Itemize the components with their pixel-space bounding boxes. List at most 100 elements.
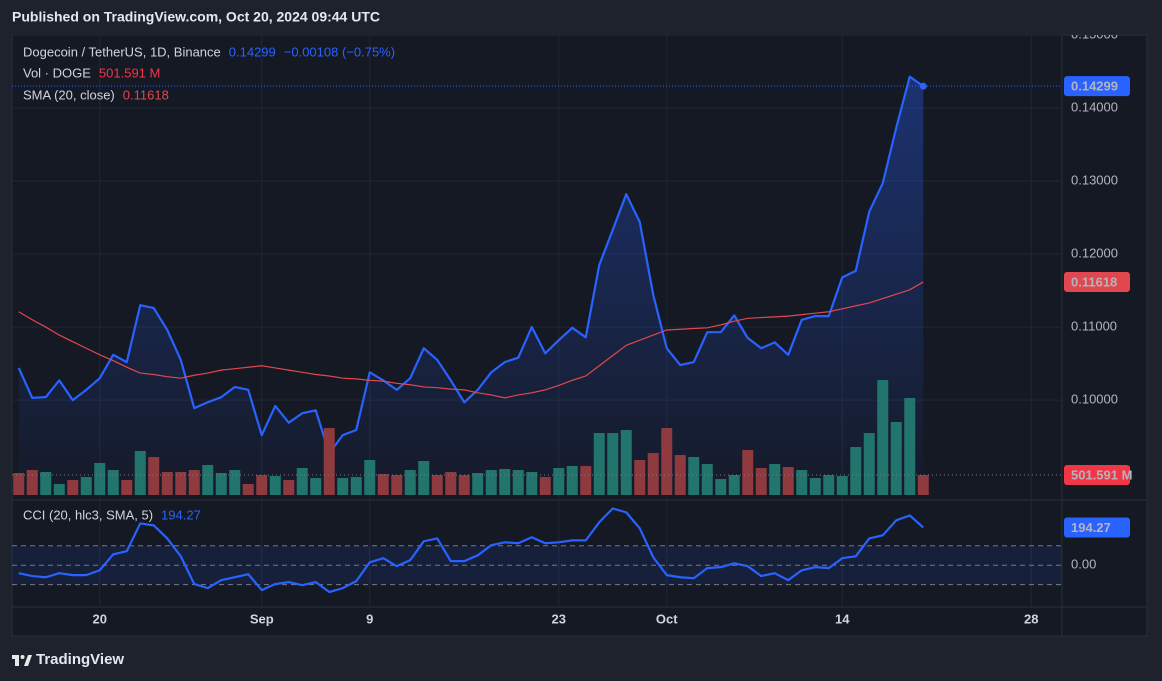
volume-bar [580,466,592,495]
volume-bar [715,479,727,495]
volume-bar [148,457,160,495]
price-plot [12,75,1062,496]
x-tick-label: 9 [366,611,373,626]
volume-bar [877,380,889,495]
published-header: Published on TradingView.com, Oct 20, 20… [12,9,380,25]
volume-badge [1064,465,1130,486]
last-value-badge-text: 0.14299 [1071,79,1118,94]
volume-bar [26,470,38,495]
volume-bar [526,472,538,495]
last-value-badge-text: 0.11618 [1071,274,1117,289]
volume-bar [337,478,349,495]
volume-bar [256,474,268,495]
volume-bar [485,470,497,495]
series-line [18,281,924,399]
volume-bar [499,469,511,495]
volume-bar [661,428,673,495]
value-axis: 0.15000 0.14000 0.13000 0.12000 0.11000 0.100… [1071,35,1118,407]
volume-bar [67,480,79,495]
volume-bar [823,474,835,495]
y-tick-label: 0.00 [1071,557,1096,572]
legend-name: Dogecoin / TetherUS, 1D, Binance [23,44,221,59]
volume-bar [431,474,443,495]
volume-bar [202,465,214,495]
volume-bar [796,470,808,495]
legend-name: CCI (20, hlc3, SMA, 5) [23,507,153,522]
volume-bar [809,478,821,495]
volume-bar [364,460,376,495]
volume-bar [269,475,281,495]
volume-bar [404,470,416,495]
volume-bar [121,480,133,495]
x-tick-label: 20 [93,611,107,626]
volume-bar [904,398,916,495]
volume-bar [13,472,25,495]
volume-bar [134,450,146,495]
volume-bar [80,477,92,495]
volume-bar [472,472,484,495]
volume-bar [161,472,173,495]
x-tick-label: 28 [1024,611,1038,626]
volume-bar [593,433,605,495]
x-tick-label: 23 [552,611,566,626]
legend-value: 0.14299 [229,44,276,59]
series-line [17,75,924,455]
price-area [18,76,924,496]
volume-bar [539,477,551,495]
x-tick-label: Sep [250,611,274,626]
volume-bar [242,483,254,495]
volume-bar [391,474,403,495]
last-value-badge [1064,76,1130,97]
volume-bar [782,467,794,495]
y-tick-label: 0.11000 [1071,319,1117,334]
volume-bar [53,483,65,495]
volume-bar [553,468,565,495]
y-tick-label: 0.10000 [1071,392,1118,407]
legend-name: SMA (20, close) [23,87,115,102]
volume-bar [607,433,619,495]
last-value-badge [1064,517,1130,538]
volume-bar [863,433,875,495]
volume-bar [215,472,227,495]
legend-value: 0.11618 [123,87,169,102]
legend-name: Vol · DOGE [23,65,91,80]
y-tick-label: 0.12000 [1071,245,1118,260]
volume-bar [377,473,389,495]
volume-bar [512,470,524,495]
volume-bar [850,447,862,495]
time-axis: 20 Sep 9 23 Oct 14 28 0.00 0.14299 501.591 M 0.116… [93,76,1132,626]
volume-bar [175,472,187,495]
volume-bar [688,457,700,495]
volume-bar [769,464,781,495]
volume-bar [445,472,457,495]
legend-value: 501.591 M [99,65,160,80]
last-value-badge [1064,271,1130,292]
volume-bar [94,462,106,495]
volume-bar [418,460,430,495]
volume-bar [634,460,646,495]
volume-bar [890,422,902,495]
brand-logo [12,655,32,666]
legend-value: 194.27 [161,507,201,522]
x-tick-label: Oct [656,611,678,626]
volume-bar [701,464,713,495]
volume-bar [107,470,119,495]
legend: Dogecoin / TetherUS, 1D, Binance 0.14299−… [23,44,395,522]
volume-bar [296,468,308,495]
volume-bar [350,477,362,495]
volume-badge-text: 501.591 M [1071,467,1132,482]
brand-name: TradingView [36,651,124,668]
series-line [18,507,924,594]
y-tick-label: 0.13000 [1071,172,1118,187]
last-price-dot [919,82,927,90]
volume-bar [283,480,295,495]
volume-bar [229,470,241,495]
volume-bar [566,466,578,495]
volume-bar [323,428,335,495]
last-value-badge-text: 194.27 [1071,520,1111,535]
volume-bar [40,472,52,495]
volume-bar [836,475,848,495]
cci-plot [12,507,1062,594]
